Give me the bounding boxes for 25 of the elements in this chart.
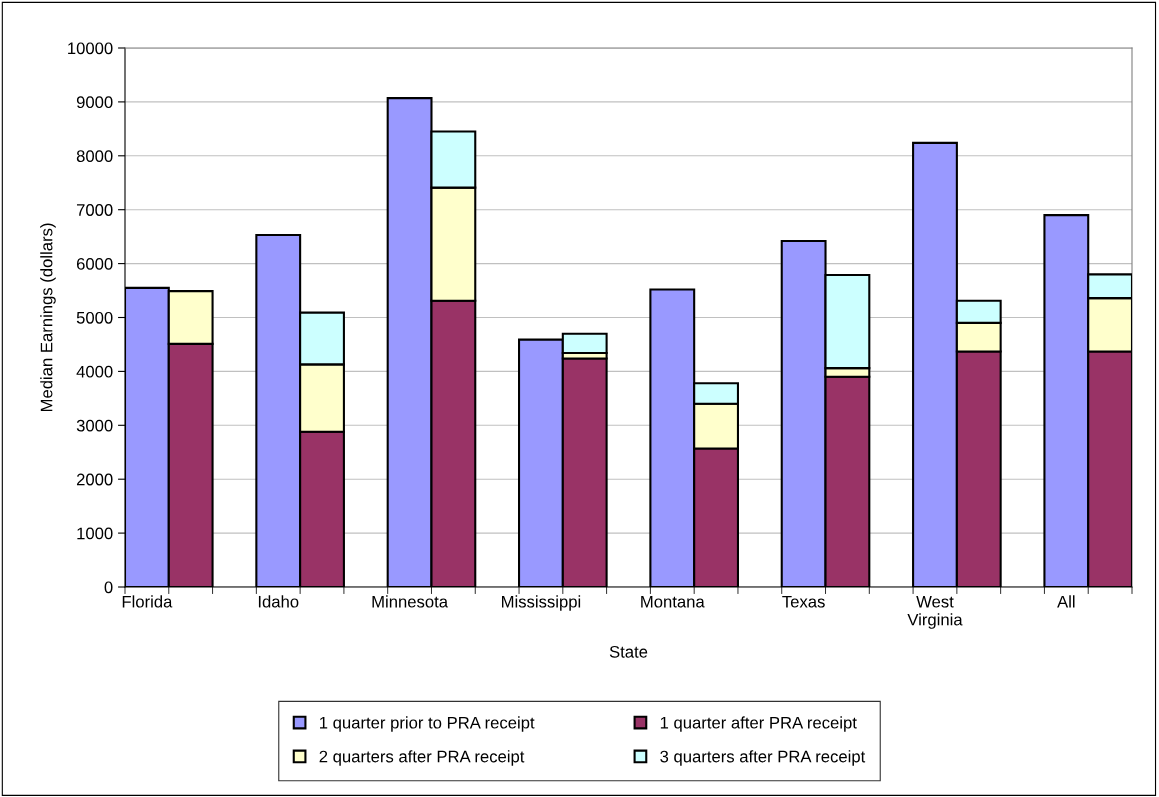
y-tick-label: 6000 (76, 258, 113, 270)
x-tick-label: Montana (641, 595, 705, 608)
y-tick-label: 1000 (77, 527, 113, 540)
x-axis-title: State (609, 645, 648, 658)
legend-label: 1 quarter after PRA receipt (660, 716, 857, 732)
legend-label: 3 quarters after PRA receipt (660, 750, 866, 766)
y-tick-label: 0 (104, 581, 113, 594)
y-tick-label: 4000 (76, 365, 113, 378)
x-tick-label: Idaho (258, 595, 299, 608)
legend-label: 1 quarter prior to PRA receipt (320, 716, 535, 732)
y-tick-label: 9000 (76, 96, 113, 109)
y-tick-label: 3000 (76, 419, 113, 432)
x-tick-label: Minnesota (372, 595, 449, 608)
x-tick-label: Mississippi (502, 595, 581, 611)
x-tick-label: Texas (782, 595, 825, 608)
y-tick-label: 10000 (68, 42, 113, 55)
x-tick-label: All (1057, 595, 1075, 608)
x-tick-label: West Virginia (907, 595, 963, 629)
y-tick-label: 5000 (76, 311, 113, 324)
y-axis-title: Median Earnings (dollars) (40, 223, 56, 412)
x-tick-label: Florida (122, 595, 173, 608)
y-tick-label: 7000 (76, 204, 113, 216)
y-tick-label: 8000 (76, 150, 113, 162)
y-tick-label: 2000 (76, 473, 113, 486)
legend-label: 2 quarters after PRA receipt (319, 750, 525, 766)
